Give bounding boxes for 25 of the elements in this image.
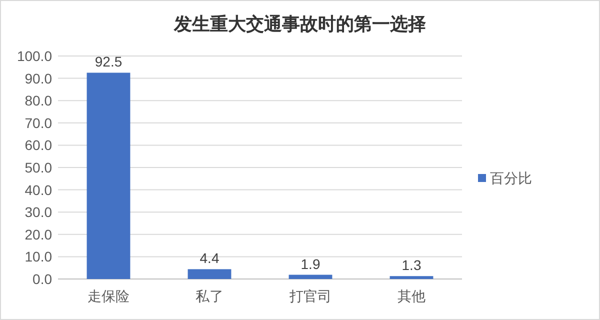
legend-label: 百分比 (490, 170, 532, 186)
bar (390, 276, 434, 279)
y-tick-label: 60.0 (24, 137, 52, 154)
data-label: 4.4 (200, 250, 220, 266)
bar (288, 274, 332, 279)
y-tick-label: 20.0 (24, 226, 52, 242)
y-tick-label: 100.0 (16, 48, 52, 64)
x-tick-label: 其他 (398, 288, 426, 304)
y-tick-label: 10.0 (24, 248, 52, 265)
y-tick-label: 0.0 (32, 271, 52, 287)
data-label: 1.9 (300, 256, 320, 272)
bar (86, 72, 130, 279)
x-tick-label: 私了 (196, 288, 224, 304)
bar (188, 269, 232, 279)
y-tick-label: 90.0 (24, 70, 52, 86)
y-tick-label: 80.0 (24, 92, 52, 109)
data-label: 92.5 (94, 54, 122, 70)
y-tick-label: 40.0 (24, 182, 52, 198)
x-tick-label: 打官司 (288, 288, 332, 304)
chart-title: 发生重大交通事故时的第一选择 (173, 14, 426, 34)
data-label: 1.3 (402, 257, 422, 274)
y-tick-label: 50.0 (24, 160, 52, 176)
y-tick-label: 30.0 (24, 204, 52, 220)
y-tick-label: 70.0 (24, 114, 52, 131)
x-tick-label: 走保险 (88, 288, 130, 304)
